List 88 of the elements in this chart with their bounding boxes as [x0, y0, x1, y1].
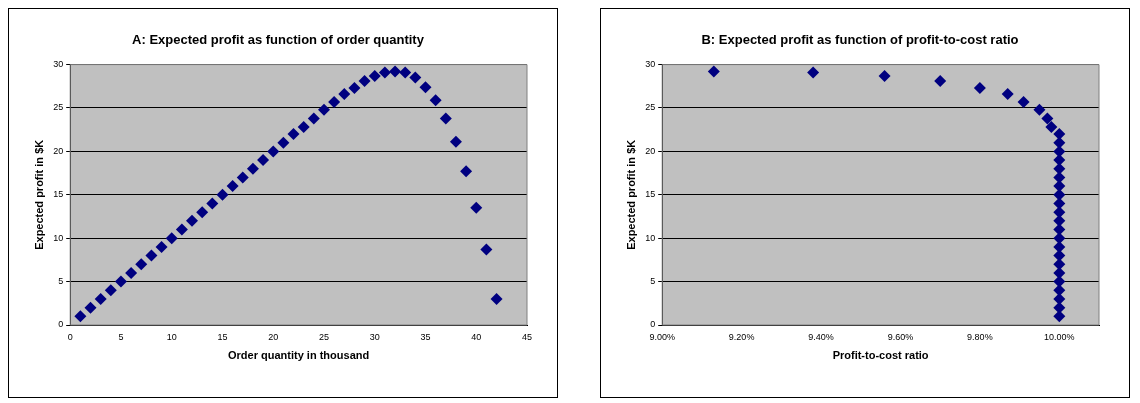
- point: [429, 94, 442, 107]
- y-tick-label: 10: [53, 232, 64, 243]
- x-tick-label: 30: [369, 331, 380, 342]
- point: [74, 310, 87, 323]
- chart-title: A: Expected profit as function of order quantity: [132, 32, 425, 48]
- point: [196, 206, 209, 219]
- point: [145, 249, 158, 262]
- x-axis-title: Order quantity in thousand: [228, 349, 370, 362]
- y-tick-label: 5: [650, 276, 656, 287]
- point: [1001, 88, 1014, 101]
- point: [186, 214, 199, 227]
- x-tick-label: 9.40%: [808, 331, 834, 342]
- x-tick-label: 9.80%: [967, 331, 993, 342]
- point: [226, 180, 239, 193]
- y-tick-label: 0: [650, 319, 656, 330]
- x-tick-label: 9.60%: [887, 331, 914, 342]
- x-tick-label: 25: [318, 331, 329, 342]
- chart-title: B: Expected profit as function of profit-to-cost ratio: [701, 32, 1019, 48]
- x-axis-title: Profit-to-cost ratio: [832, 349, 929, 362]
- point: [1045, 121, 1058, 134]
- point: [297, 121, 310, 134]
- y-tick-label: 30: [645, 59, 656, 70]
- y-axis-title: Expected profit in $K: [624, 139, 637, 250]
- x-tick-label: 9.20%: [728, 331, 755, 342]
- x-tick-label: 9.00%: [649, 331, 675, 342]
- point: [409, 71, 422, 84]
- y-axis-title: Expected profit in $K: [32, 139, 45, 250]
- point: [175, 223, 188, 236]
- point: [439, 112, 452, 125]
- x-tick-label: 15: [217, 331, 228, 342]
- x-tick-label: 40: [471, 331, 482, 342]
- point: [155, 240, 168, 253]
- point: [707, 65, 720, 78]
- point: [973, 82, 986, 95]
- y-tick-label: 25: [645, 102, 656, 113]
- y-tick-label: 20: [645, 145, 656, 156]
- point: [470, 201, 483, 214]
- point: [878, 69, 891, 82]
- y-tick-label: 30: [53, 59, 64, 70]
- point: [267, 145, 280, 158]
- point: [257, 154, 270, 167]
- y-tick-label: 15: [53, 189, 64, 200]
- point: [490, 292, 503, 305]
- point: [165, 232, 178, 245]
- y-tick-label: 15: [645, 189, 656, 200]
- x-tick-label: 10: [166, 331, 177, 342]
- point: [934, 75, 947, 88]
- point: [368, 69, 381, 82]
- point: [378, 66, 391, 79]
- point: [246, 162, 259, 175]
- y-tick-label: 25: [53, 102, 64, 113]
- x-tick-label: 0: [67, 331, 73, 342]
- point: [449, 135, 462, 148]
- point: [135, 258, 148, 271]
- point: [480, 243, 493, 256]
- point: [1033, 103, 1046, 116]
- point: [94, 292, 107, 305]
- point: [216, 188, 229, 201]
- point: [277, 136, 290, 149]
- y-tick-label: 20: [53, 145, 64, 156]
- point: [287, 128, 300, 141]
- y-tick-label: 10: [645, 232, 656, 243]
- x-tick-label: 5: [118, 331, 124, 342]
- point: [389, 65, 402, 78]
- point: [206, 197, 219, 210]
- x-tick-label: 45: [521, 331, 533, 342]
- point: [358, 75, 371, 88]
- point: [348, 82, 361, 95]
- point: [307, 112, 320, 125]
- point: [125, 266, 138, 279]
- point: [236, 171, 249, 184]
- y-tick-label: 5: [58, 276, 64, 287]
- point: [1017, 95, 1030, 108]
- point: [1041, 112, 1054, 125]
- x-tick-label: 10.00%: [1044, 331, 1075, 342]
- point: [807, 66, 820, 79]
- point: [338, 88, 351, 101]
- x-tick-label: 35: [420, 331, 431, 342]
- y-tick-label: 0: [58, 319, 64, 330]
- point: [399, 66, 412, 79]
- point: [84, 301, 97, 314]
- point: [317, 103, 330, 116]
- point: [328, 95, 341, 108]
- point: [419, 81, 432, 94]
- point: [460, 165, 473, 178]
- x-tick-label: 20: [268, 331, 279, 342]
- point: [104, 284, 117, 297]
- point: [114, 275, 127, 288]
